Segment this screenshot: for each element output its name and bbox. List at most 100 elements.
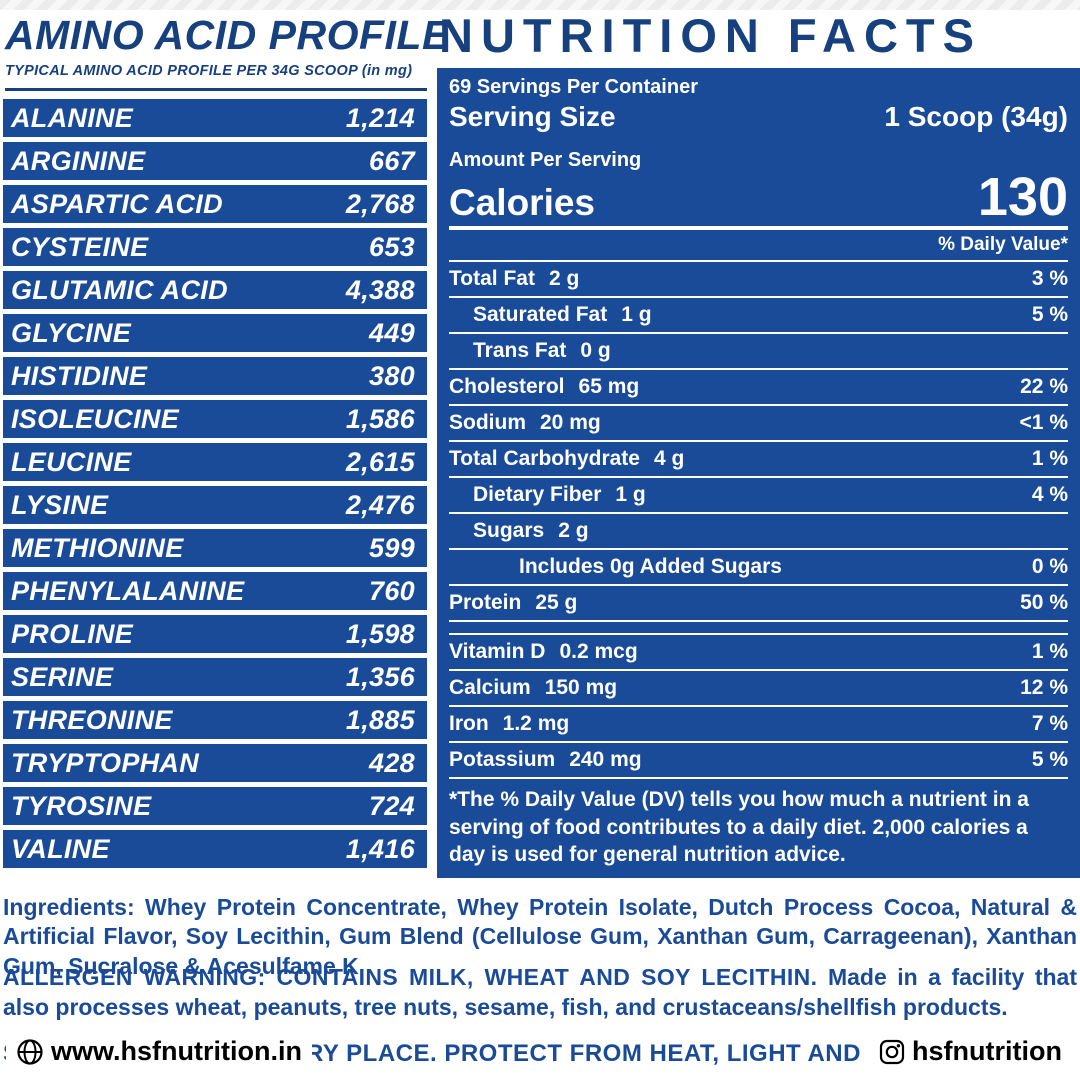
- nutrient-dv: <1 %: [1019, 411, 1068, 435]
- nutrient-amount: 240 mg: [569, 748, 642, 772]
- amino-acid-row: VALINE 1,416: [3, 830, 427, 868]
- nutrient-amount: 0 g: [580, 339, 611, 363]
- website-badge: www.hsfnutrition.in: [6, 1031, 312, 1072]
- amino-acid-name: THREONINE: [11, 704, 173, 735]
- nutrient-amount: 1.2 mg: [502, 712, 570, 736]
- amino-acid-name: SERINE: [11, 661, 114, 692]
- allergen-warning-strong: ALLERGEN WARNING: CONTAINS MILK, WHEAT A…: [3, 964, 818, 990]
- amino-acid-value: 428: [369, 747, 415, 778]
- amino-acid-name: TRYPTOPHAN: [11, 747, 200, 778]
- nutrition-facts-panel: NUTRITION FACTS 69 Servings Per Containe…: [437, 8, 1080, 878]
- amino-acid-row: ALANINE 1,214: [3, 99, 427, 137]
- amino-acid-value: 1,214: [345, 102, 415, 133]
- amino-acid-value: 4,388: [345, 274, 415, 305]
- nutrient-amount: 0.2 mcg: [559, 640, 638, 664]
- amino-acid-row: ARGININE 667: [3, 142, 427, 180]
- amino-acid-row: GLYCINE 449: [3, 314, 427, 352]
- amino-acid-row: CYSTEINE 653: [3, 228, 427, 266]
- nutrient-dv: 7 %: [1031, 712, 1068, 736]
- amino-acid-name: HISTIDINE: [11, 360, 148, 391]
- nutrient-amount: 65 mg: [578, 375, 640, 399]
- amino-acid-value: 667: [369, 145, 415, 176]
- amino-acid-value: 1,586: [345, 403, 415, 434]
- amino-acid-name: CYSTEINE: [11, 231, 149, 262]
- nutrient-label: Trans Fat: [473, 339, 567, 363]
- nutrient-dv: 5 %: [1031, 303, 1068, 327]
- amino-acid-row: GLUTAMIC ACID 4,388: [3, 271, 427, 309]
- nutrient-amount: 1 g: [615, 483, 646, 507]
- nutrient-dv: 1 %: [1031, 640, 1068, 664]
- nutrient-row: Total Fat 2 g 3 %: [449, 262, 1068, 299]
- nutrient-dv: 0 %: [1031, 555, 1068, 579]
- nutrition-facts-body: 69 Servings Per Container Serving Size 1…: [437, 68, 1080, 878]
- amino-acid-value: 599: [369, 532, 415, 563]
- amino-acid-row: PHENYLALANINE 760: [3, 572, 427, 610]
- amino-acid-value: 380: [369, 360, 415, 391]
- amino-acid-row: TYROSINE 724: [3, 787, 427, 825]
- amino-acid-value: 2,476: [345, 489, 415, 520]
- instagram-badge: hsfnutrition: [869, 1031, 1072, 1072]
- nutrient-label: Cholesterol: [449, 375, 565, 399]
- nutrient-label: Includes 0g Added Sugars: [519, 555, 782, 579]
- nutrient-label: Total Carbohydrate: [449, 447, 640, 471]
- allergen-warning-rest: Made in a facility that also processes w…: [3, 964, 1077, 1021]
- nutrient-dv: 5 %: [1031, 748, 1068, 772]
- nutrient-dv: 3 %: [1031, 267, 1068, 291]
- separator: [449, 622, 1068, 636]
- amino-panel-title: AMINO ACID PROFILE: [5, 12, 450, 58]
- amino-acid-row: TRYPTOPHAN 428: [3, 744, 427, 782]
- amino-acid-row: ISOLEUCINE 1,586: [3, 400, 427, 438]
- amino-acid-row: LEUCINE 2,615: [3, 443, 427, 481]
- calories-value: 130: [977, 167, 1068, 227]
- nutrient-amount: 1 g: [621, 303, 652, 327]
- nutrition-facts-title: NUTRITION FACTS: [439, 9, 982, 62]
- nutrient-label: Saturated Fat: [473, 303, 608, 327]
- nutrient-row: Sugars 2 g: [449, 514, 1068, 551]
- globe-icon: [16, 1038, 44, 1066]
- nutrient-label: Sugars: [473, 519, 545, 543]
- nutrient-amount: 20 mg: [540, 411, 601, 435]
- nutrient-row: Protein 25 g 50 %: [449, 586, 1068, 623]
- amino-acid-value: 2,615: [345, 446, 415, 477]
- amino-acid-name: ASPARTIC ACID: [11, 188, 223, 219]
- amino-acid-value: 1,416: [345, 833, 415, 864]
- allergen-warning: ALLERGEN WARNING: CONTAINS MILK, WHEAT A…: [0, 962, 1080, 1023]
- nutrition-table: Total Fat 2 g 3 % Saturated Fat 1 g 5 % …: [449, 262, 1068, 780]
- serving-size-value: 1 Scoop (34g): [884, 101, 1068, 132]
- instagram-icon: [879, 1039, 905, 1065]
- nutrient-row: Dietary Fiber 1 g 4 %: [449, 478, 1068, 515]
- ingredients-text: Ingredients: Whey Protein Concentrate, W…: [3, 894, 1077, 979]
- nutrient-amount: 150 mg: [544, 676, 618, 700]
- amount-per-serving-label: Amount Per Serving: [449, 149, 642, 171]
- nutrient-dv: 12 %: [1020, 676, 1068, 700]
- nutrient-label: Protein: [449, 591, 522, 615]
- amino-acid-value: 1,356: [345, 661, 415, 692]
- amino-acid-name: GLUTAMIC ACID: [11, 274, 228, 305]
- nutrient-dv: 1 %: [1031, 447, 1068, 471]
- amino-acid-row: METHIONINE 599: [3, 529, 427, 567]
- amino-acid-panel: AMINO ACID PROFILE TYPICAL AMINO ACID PR…: [3, 12, 450, 873]
- nutrient-dv: 4 %: [1031, 483, 1068, 507]
- calories-label: Calories: [449, 181, 596, 223]
- daily-value-header: % Daily Value*: [449, 230, 1068, 263]
- daily-value-footnote: *The % Daily Value (DV) tells you how mu…: [449, 788, 1029, 866]
- calories-row: Calories 130: [449, 167, 1068, 231]
- nutrient-amount: 25 g: [535, 591, 578, 615]
- amino-acid-name: LYSINE: [11, 489, 109, 520]
- amino-acid-value: 2,768: [345, 188, 415, 219]
- amino-acid-name: ARGININE: [11, 145, 146, 176]
- amino-acid-row: HISTIDINE 380: [3, 357, 427, 395]
- nutrient-label: Iron: [449, 712, 489, 736]
- amino-acid-name: LEUCINE: [11, 446, 132, 477]
- nutrient-row: Calcium 150 mg 12 %: [449, 671, 1068, 708]
- nutrient-row: Vitamin D 0.2 mcg 1 %: [449, 635, 1068, 672]
- nutrient-amount: 2 g: [548, 267, 580, 291]
- amino-acid-name: PROLINE: [11, 618, 134, 649]
- amino-acid-name: TYROSINE: [11, 790, 152, 821]
- nutrient-label: Dietary Fiber: [473, 483, 602, 507]
- amino-acid-name: VALINE: [11, 833, 110, 864]
- amino-acid-row: SERINE 1,356: [3, 658, 427, 696]
- nutrient-label: Potassium: [449, 748, 556, 772]
- serving-size-label: Serving Size: [449, 101, 616, 132]
- nutrient-row: Includes 0g Added Sugars 0 %: [449, 550, 1068, 587]
